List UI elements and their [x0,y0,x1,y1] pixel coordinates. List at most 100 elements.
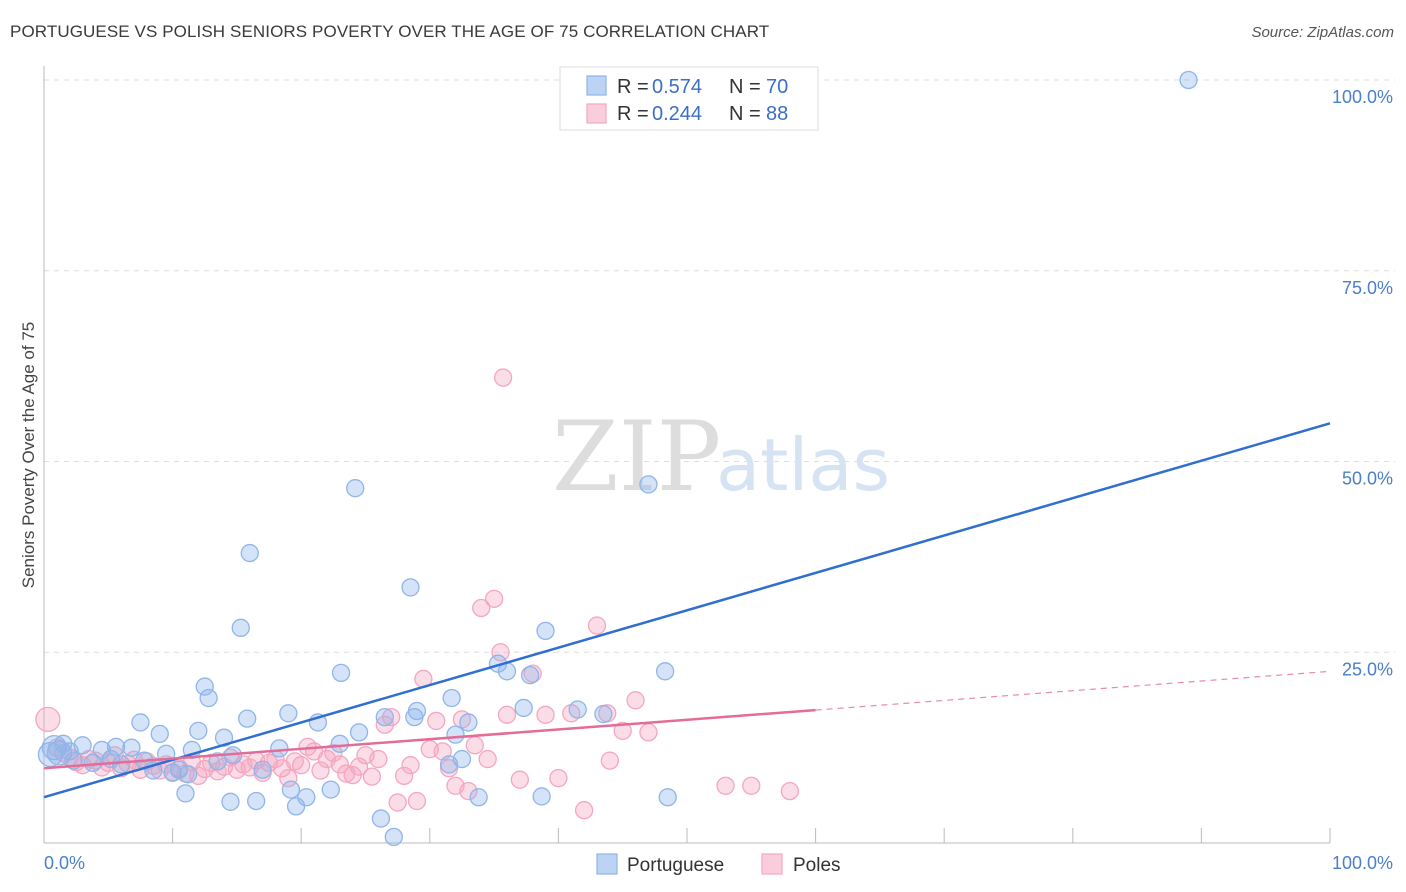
point-poles-53 [382,707,401,727]
point-portuguese-62 [568,700,587,719]
series-portuguese [37,70,1198,847]
point-poles-66 [465,736,484,755]
point-portuguese-67 [1179,70,1198,90]
trendline-poles [43,708,816,770]
point-poles-71 [497,705,517,724]
legend-label-portuguese: Portuguese [627,855,724,876]
point-poles-81 [626,691,645,710]
point-poles-48 [349,757,369,776]
chart-title: PORTUGUESE VS POLISH SENIORS POVERTY OVE… [10,22,770,41]
point-portuguese-6 [73,736,92,755]
y-axis-title: Seniors Poverty Over the Age of 75 [19,322,38,588]
stats-swatch-portuguese [586,75,607,96]
point-portuguese-24 [195,677,214,696]
point-portuguese-46 [371,809,391,828]
point-poles-85 [780,781,800,801]
point-poles-86 [493,368,513,387]
point-poles-80 [613,721,632,740]
stats-r-value-1: 0.574 [652,76,702,98]
point-poles-51 [369,749,388,769]
x-tick-label-1: 100.0% [1332,853,1393,873]
point-portuguese-42 [330,734,349,753]
point-poles-83 [716,776,735,795]
point-portuguese-30 [231,618,250,637]
point-portuguese-69 [375,707,394,727]
point-poles-39 [292,756,311,775]
point-portuguese-66 [658,788,677,807]
point-poles-69 [484,589,504,608]
point-portuguese-60 [532,787,551,806]
point-portuguese-50 [407,701,427,721]
gridlines [44,79,1395,653]
point-portuguese-35 [270,739,289,758]
point-portuguese-59 [520,665,540,685]
y-tick-label-2: 50.0% [1342,469,1393,489]
point-portuguese-54 [459,713,478,732]
point-poles-84 [742,776,761,795]
point-portuguese-38 [286,797,306,816]
point-portuguese-41 [321,780,340,799]
stats-n-label-2: N = [729,103,761,125]
series-layer [35,70,1198,847]
point-portuguese-21 [178,765,198,784]
point-portuguese-58 [514,698,533,718]
point-poles-72 [510,770,529,789]
point-portuguese-26 [208,752,227,771]
point-portuguese-11 [112,755,131,774]
point-poles-77 [574,801,594,820]
trend-layer [43,422,1331,799]
axes [43,66,1331,844]
point-poles-37 [279,768,298,788]
point-portuguese-28 [221,792,240,811]
chart-source: Source: ZipAtlas.com [1251,24,1394,41]
point-portuguese-36 [279,704,298,723]
point-poles-44 [324,743,343,763]
y-tick-label-0: 100.0% [1332,87,1393,107]
point-portuguese-45 [349,723,369,742]
point-portuguese-39 [297,788,316,807]
point-poles-54 [388,793,407,812]
point-poles-55 [394,766,414,786]
point-poles-45 [330,755,349,774]
point-poles-74 [536,705,555,724]
point-poles-60 [427,711,446,731]
point-poles-57 [407,791,427,811]
point-portuguese-65 [655,662,675,681]
stats-r-label-2: R = [617,103,649,125]
point-portuguese-68 [446,725,465,744]
watermark-atlas: atlas [716,423,890,507]
point-portuguese-23 [189,721,208,740]
watermark: ZIP atlas [552,401,890,513]
trendline-portuguese [43,422,1331,799]
stats-legend: R = 0.574 N = 70 R = 0.244 N = 88 [559,66,819,131]
x-tick-label-0: 0.0% [44,853,85,873]
bottom-legend: Portuguese Poles [596,853,841,876]
point-portuguese-43 [331,663,351,683]
point-portuguese-13 [131,713,150,732]
stats-n-value-2: 88 [766,103,788,125]
point-poles-70 [491,643,510,662]
point-poles-82 [639,723,658,742]
point-portuguese-53 [452,749,472,769]
point-poles-0 [35,706,61,733]
point-portuguese-64 [639,475,658,494]
y-tick-label-3: 25.0% [1342,659,1393,679]
stats-swatch-poles [586,103,607,124]
series-poles [35,368,800,820]
point-portuguese-37 [281,780,301,799]
point-portuguese-27 [214,728,234,747]
stats-r-label-1: R = [617,76,649,98]
point-poles-42 [311,761,330,780]
tick-labels: 100.0% 75.0% 50.0% 25.0% 0.0% 100.0% [44,87,1393,873]
point-portuguese-55 [469,788,488,807]
point-portuguese-16 [150,724,169,744]
point-portuguese-47 [384,827,403,847]
point-portuguese-20 [176,784,195,803]
point-portuguese-63 [594,704,613,724]
y-tick-label-1: 75.0% [1342,278,1393,298]
stats-n-value-1: 70 [766,76,788,98]
legend-swatch-poles [761,853,783,875]
point-portuguese-12 [122,738,141,757]
point-portuguese-25 [199,688,218,708]
